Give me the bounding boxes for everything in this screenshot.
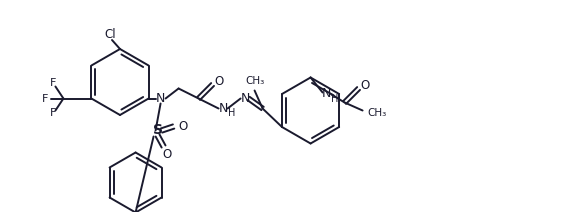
Text: N: N <box>156 92 165 105</box>
Text: F: F <box>50 109 57 119</box>
Text: F: F <box>42 93 48 103</box>
Text: N: N <box>219 102 228 115</box>
Text: H: H <box>228 109 235 119</box>
Text: Cl: Cl <box>104 28 116 42</box>
Text: S: S <box>152 124 162 138</box>
Text: O: O <box>162 148 171 161</box>
Text: N: N <box>241 92 250 105</box>
Text: O: O <box>214 75 223 88</box>
Text: H: H <box>331 93 338 103</box>
Text: N: N <box>322 87 331 100</box>
Text: O: O <box>360 79 369 92</box>
Text: CH₃: CH₃ <box>367 109 386 119</box>
Text: CH₃: CH₃ <box>245 77 264 86</box>
Text: O: O <box>178 120 187 133</box>
Text: F: F <box>50 78 57 88</box>
